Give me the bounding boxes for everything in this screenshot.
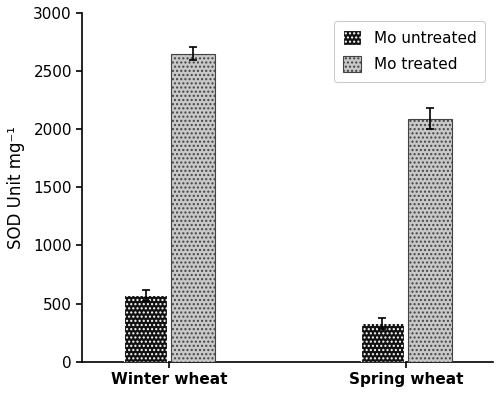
- Y-axis label: SOD Unit mg⁻¹: SOD Unit mg⁻¹: [7, 126, 25, 249]
- Legend: Mo untreated, Mo treated: Mo untreated, Mo treated: [334, 20, 486, 82]
- Bar: [408, 119, 452, 362]
- Bar: [124, 296, 167, 362]
- Bar: [361, 323, 404, 362]
- Bar: [171, 54, 214, 362]
